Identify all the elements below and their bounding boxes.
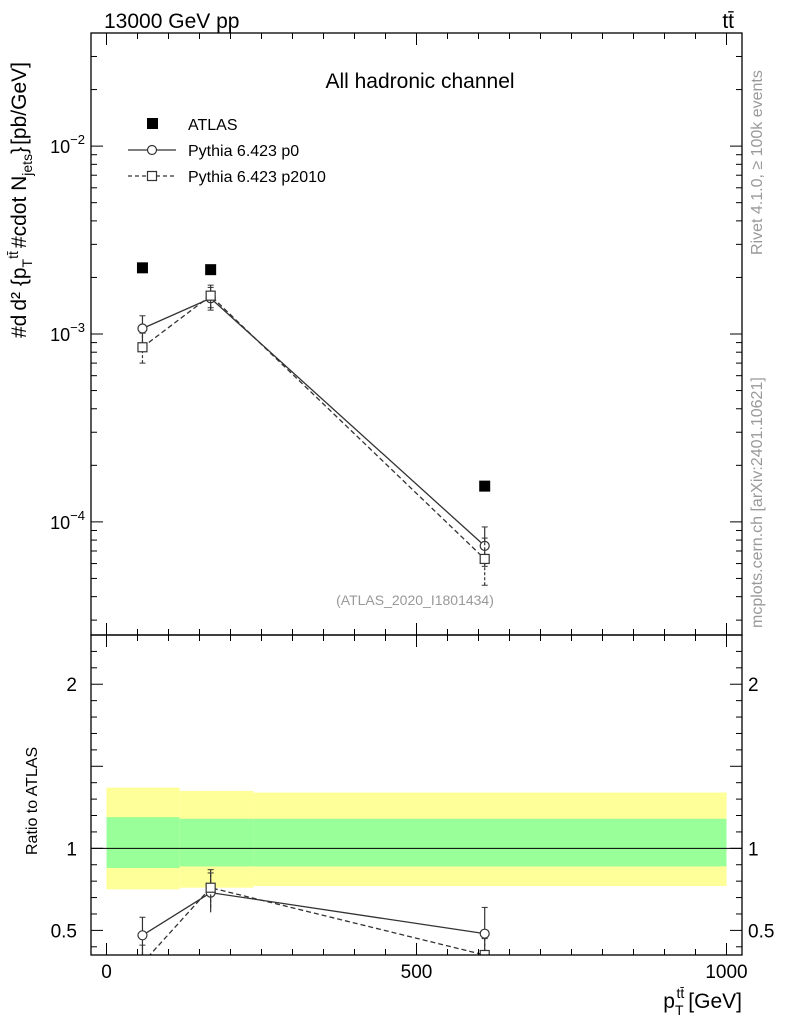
ratio-tick-label-left: 0.5 (51, 921, 77, 942)
x-tick-label: 1000 (705, 962, 747, 983)
reference-label: (ATLAS_2020_I1801434) (336, 592, 494, 608)
mcplots-label: mcplots.cern.ch [arXiv:2401.10621] (749, 377, 766, 628)
y-tick-label: 10−3 (50, 320, 85, 345)
data-point (479, 553, 490, 565)
ratio-series-2 (138, 869, 490, 968)
x-axis-ticks: 0 500 1000 (101, 33, 748, 983)
data-point (205, 264, 217, 276)
ratio-line (148, 886, 485, 955)
x-tick-label: 0 (101, 962, 112, 983)
ratio-tick-label-left: 1 (66, 839, 77, 860)
ratio-tick-label-right: 2 (748, 675, 759, 696)
ratio-y-label: Ratio to ATLAS (24, 747, 41, 855)
uncertainty-band-inner (253, 818, 727, 867)
beam-label: 13000 GeV pp (104, 10, 239, 33)
x-label-text: pTtt̄ [GeV] (663, 985, 742, 1018)
main-y-label-text: #dd² {pTtt̄#cdot Njets}[pb/GeV] (5, 62, 35, 338)
y-tick-label: 10−4 (50, 508, 85, 533)
rivet-version-label: Rivet 4.1.0, ≥ 100k events (749, 70, 766, 255)
series-0 (136, 262, 491, 492)
ratio-y-ticks: 0.5 0.5 1 1 2 2 (51, 634, 774, 948)
y-tick-label: 10−2 (50, 132, 85, 157)
main-y-ticks: 10−4 10−3 10−2 (50, 32, 742, 621)
data-point (479, 540, 490, 552)
ratio-panel: 0.5 0.5 1 1 2 2 Ratio to ATLAS (24, 634, 774, 968)
x-tick-label: 500 (401, 962, 433, 983)
main-series (136, 262, 491, 586)
series-2 (137, 284, 490, 586)
main-panel: All hadronic channel (ATLAS_2020_I180143… (5, 32, 743, 636)
legend-marker-atlas (147, 118, 158, 129)
series-1 (137, 286, 490, 567)
chart-title: All hadronic channel (325, 70, 514, 93)
ratio-point (137, 930, 148, 941)
data-point (205, 290, 216, 301)
legend-label-p2010: Pythia 6.423 p2010 (188, 169, 326, 186)
ratio-series (137, 869, 490, 968)
process-label: tt̄ (722, 10, 734, 33)
ratio-series-group (137, 869, 490, 968)
ratio-point (138, 959, 147, 968)
legend-marker-p0 (146, 144, 158, 156)
data-point (137, 323, 148, 334)
main-y-axis-label: #dd² {pTtt̄#cdot Njets}[pb/GeV] (5, 62, 35, 338)
ratio-line (142, 891, 485, 936)
data-point (479, 480, 491, 492)
data-point (137, 342, 148, 353)
uncertainty-band-inner (106, 817, 180, 869)
ratio-tick-label-right: 1 (748, 839, 759, 860)
ratio-bands (106, 787, 727, 890)
ratio-tick-label-left: 2 (66, 675, 77, 696)
ratio-point (479, 928, 490, 939)
ratio-point (479, 949, 490, 955)
legend-marker-p2010 (146, 170, 158, 182)
legend-label-p0: Pythia 6.423 p0 (188, 143, 299, 160)
legend-label-atlas: ATLAS (188, 117, 238, 134)
data-point (136, 262, 148, 274)
series-line (142, 294, 486, 560)
uncertainty-band-inner (179, 818, 254, 867)
ratio-point (205, 882, 216, 893)
x-axis-label: pTtt̄ [GeV] (663, 985, 742, 1018)
ratio-tick-label-right: 0.5 (748, 921, 774, 942)
legend: ATLAS Pythia 6.423 p0 Pythia 6.423 p2010 (128, 117, 326, 186)
